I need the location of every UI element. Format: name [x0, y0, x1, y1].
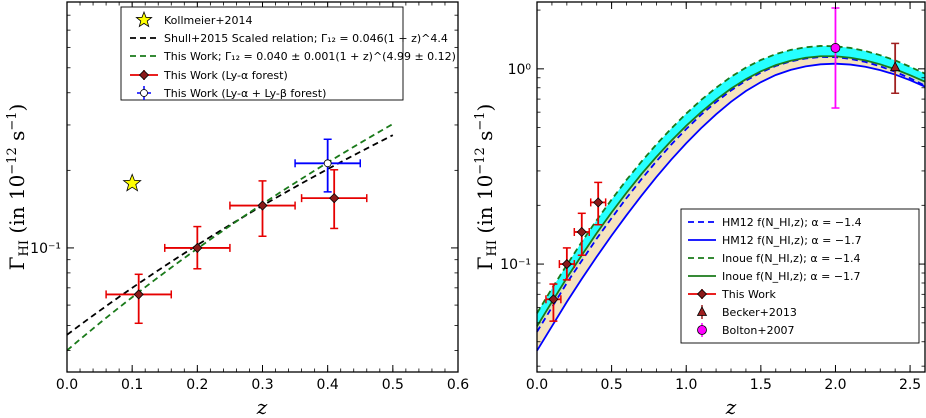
right-panel: 0.0 0.5 1.0 1.5 2.0 2.5 10⁻¹ 10⁰ z ΓHI (in 10−1…: [473, 1, 926, 418]
kollmeier-star-point: [122, 173, 142, 192]
legend-becker-marker: [696, 306, 708, 316]
L-xtick-label-5: 0.5: [382, 377, 404, 393]
legend-lyab-marker: [140, 89, 148, 97]
becker-point-0: [889, 61, 901, 72]
R-xtick-label-4: 2.0: [824, 377, 846, 393]
L-xtick-label-6: 0.6: [447, 377, 469, 393]
R-xtick-label-0: 0.0: [526, 377, 548, 393]
right-legend: HM12 f(N_HI,z); α = −1.4 HM12 f(N_HI,z); …: [680, 208, 920, 344]
left-legend-label-2: This Work; Γ₁₂ = 0.040 ± 0.001(1 + z)^(4…: [163, 50, 456, 63]
right-legend-box: [680, 208, 920, 344]
thiswork-point-0: [548, 294, 559, 305]
R-xtick-label-5: 2.5: [899, 377, 921, 393]
L-xtick-label-4: 0.4: [317, 377, 339, 393]
shull-relation-line: [66, 134, 394, 336]
right-legend-label-2: Inoue f(N_HI,z); α = −1.4: [722, 252, 861, 265]
L-xtick-label-1: 0.1: [121, 377, 143, 393]
right-legend-label-6: Bolton+2007: [722, 324, 795, 337]
left-y-axis-label: ΓHI (in 10−12 s−1): [5, 104, 32, 271]
left-legend-label-1: Shull+2015 Scaled relation; Γ₁₂ = 0.046(…: [164, 32, 448, 45]
left-legend-label-0: Kollmeier+2014: [164, 14, 253, 27]
left-legend-label-4: This Work (Ly-α + Ly-β forest): [163, 87, 326, 100]
model-curve-1: [536, 62, 926, 352]
thiswork-point-3: [593, 197, 604, 208]
lya-point-3: [329, 193, 340, 204]
model-curve-2: [536, 45, 926, 314]
right-legend-label-5: Becker+2013: [722, 306, 797, 319]
L-xtick-label-2: 0.2: [186, 377, 208, 393]
thiswork-point-1: [561, 259, 572, 270]
right-legend-label-4: This Work: [721, 288, 776, 301]
R-xtick-label-1: 0.5: [600, 377, 622, 393]
R-xtick-label-3: 1.5: [750, 377, 772, 393]
left-legend-box: [120, 6, 404, 101]
this-work-fit-line: [66, 123, 394, 352]
right-x-axis-label: z: [725, 395, 737, 418]
right-legend-label-1: HM12 f(N_HI,z); α = −1.7: [722, 234, 862, 247]
legend-thiswork-marker: [696, 288, 708, 300]
lya-point-1: [192, 242, 203, 253]
L-xtick-label-3: 0.3: [251, 377, 273, 393]
R-xtick-label-2: 1.0: [675, 377, 697, 393]
lyab-point-0: [323, 159, 332, 168]
right-y-axis-label: ΓHI (in 10−12 s−1): [473, 104, 500, 271]
legend-bolton-marker: [697, 325, 707, 335]
lya-point-2: [257, 200, 268, 211]
lya-point-0: [133, 289, 144, 300]
L-ytick-label-0: 10⁻¹: [30, 241, 61, 257]
right-legend-label-0: HM12 f(N_HI,z); α = −1.4: [722, 216, 862, 229]
L-xtick-label-0: 0.0: [56, 377, 78, 393]
model-curve-3: [536, 55, 926, 327]
R-ytick-label-1: 10⁰: [508, 62, 532, 78]
legend-lya-marker: [138, 69, 150, 81]
right-legend-label-3: Inoue f(N_HI,z); α = −1.7: [722, 270, 861, 283]
left-legend: Kollmeier+2014 Shull+2015 Scaled relation…: [120, 6, 456, 101]
left-panel: 0.0 0.1 0.2 0.3 0.4 0.5 0.6 10⁻¹ z ΓHI (in 10−1…: [5, 1, 469, 418]
left-x-axis-label: z: [256, 395, 268, 418]
model-curve-0: [536, 56, 926, 333]
bolton-point-0: [830, 43, 841, 53]
left-legend-label-3: This Work (Ly-α forest): [163, 69, 288, 82]
R-ytick-label-0: 10⁻¹: [500, 257, 531, 273]
legend-kollmeier-star: [135, 10, 153, 28]
thiswork-point-2: [576, 226, 587, 238]
